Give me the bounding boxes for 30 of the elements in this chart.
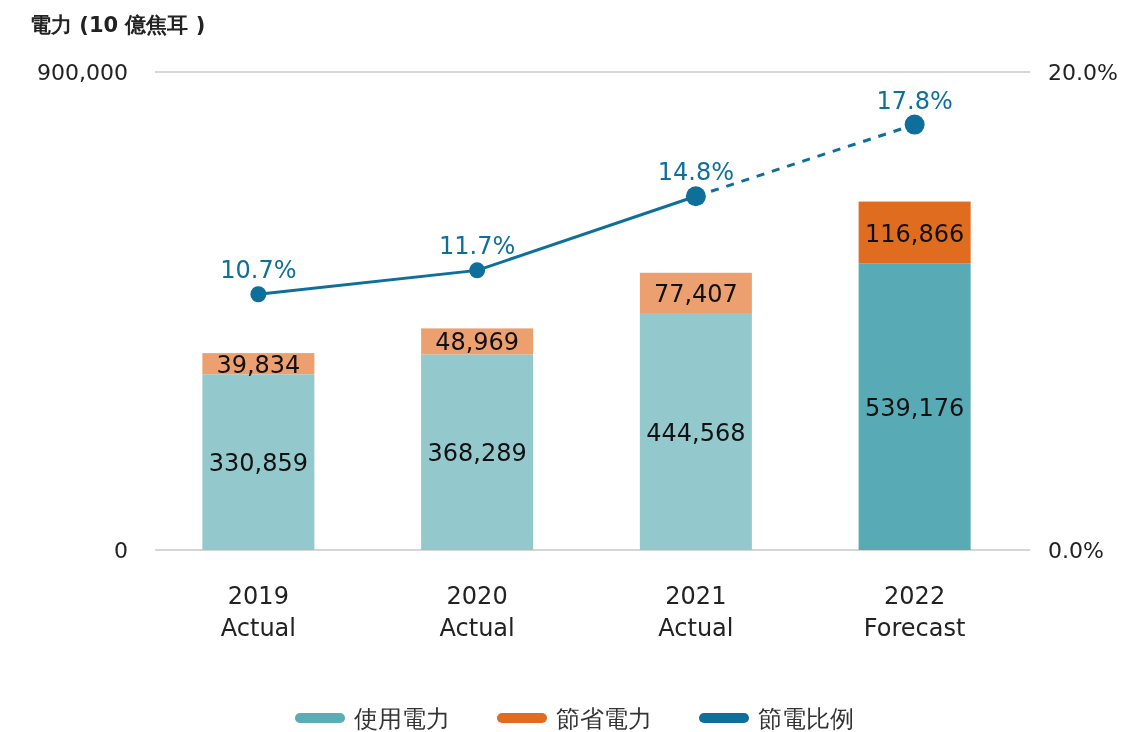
y-axis-title: 電力 (10 億焦耳 ) bbox=[30, 13, 206, 37]
point bbox=[250, 286, 267, 303]
data-label: 77,407 bbox=[653, 280, 738, 309]
data-label: 116,866 bbox=[865, 219, 965, 248]
x-tick-label: 2020 Actual bbox=[439, 582, 515, 642]
data-label: 330,859 bbox=[208, 449, 308, 478]
legend-label: 使用電力 bbox=[354, 705, 450, 732]
data-label: 48,969 bbox=[435, 328, 520, 357]
bar bbox=[639, 313, 752, 550]
bar bbox=[858, 263, 971, 550]
y-tick-label: 900,000 bbox=[37, 60, 128, 85]
legend-label: 節電比例 bbox=[758, 705, 854, 732]
x-tick-label: 2021 Actual bbox=[658, 582, 734, 642]
y2-tick-label: 20.0% bbox=[1048, 60, 1118, 85]
x-tick-label: 2022 Forecast bbox=[863, 582, 966, 642]
data-label: 539,176 bbox=[865, 393, 965, 422]
y-tick-label: 0 bbox=[114, 538, 128, 563]
data-label: 368,289 bbox=[427, 439, 527, 468]
data-label: 39,834 bbox=[216, 350, 301, 379]
bar bbox=[202, 374, 315, 550]
bar bbox=[421, 354, 534, 550]
y2-tick-label: 0.0% bbox=[1048, 538, 1104, 563]
legend-label: 節省電力 bbox=[556, 705, 652, 732]
data-label: 11.7% bbox=[439, 232, 516, 261]
data-label: 10.7% bbox=[220, 256, 297, 285]
data-label: 444,568 bbox=[646, 418, 746, 447]
data-label: 17.8% bbox=[876, 86, 953, 115]
data-label: 14.8% bbox=[657, 158, 734, 187]
x-tick-label: 2019 Actual bbox=[220, 582, 296, 642]
point bbox=[469, 262, 486, 279]
